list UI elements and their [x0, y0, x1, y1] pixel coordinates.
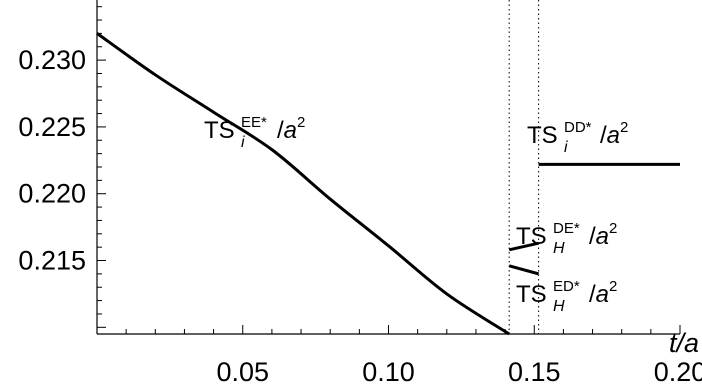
axes: 0.05 0.10 0.15 0.20 0.215 0.220 0.225 0.230 t/a — [18, 0, 702, 387]
series-label: TS DD* i/a2 — [527, 119, 628, 156]
series-line — [508, 264, 540, 276]
y-tick-label: 0.215 — [18, 246, 86, 276]
y-tick-label: 0.225 — [18, 112, 86, 142]
x-tick-label: 0.20 — [654, 357, 702, 387]
curve-labels: TS EE* i/a2 TS DD* i/a2 TS DE* H/a2 TS ED* H/a2 — [204, 114, 628, 315]
x-tick-label: 0.10 — [362, 357, 415, 387]
series-label: TS DE* H/a2 — [516, 220, 617, 257]
series-label: TS EE* i/a2 — [204, 114, 305, 151]
y-tick-label: 0.230 — [18, 45, 86, 75]
y-tick-label: 0.220 — [18, 179, 86, 209]
series-line — [96, 32, 510, 336]
x-tick-label: 0.05 — [216, 357, 269, 387]
reference-lines — [508, 0, 540, 334]
x-axis-label: t/a — [669, 328, 699, 358]
series-group — [96, 32, 680, 336]
series-label: TS ED* H/a2 — [516, 278, 617, 315]
series-line — [508, 241, 539, 252]
x-tick-label: 0.15 — [508, 357, 561, 387]
